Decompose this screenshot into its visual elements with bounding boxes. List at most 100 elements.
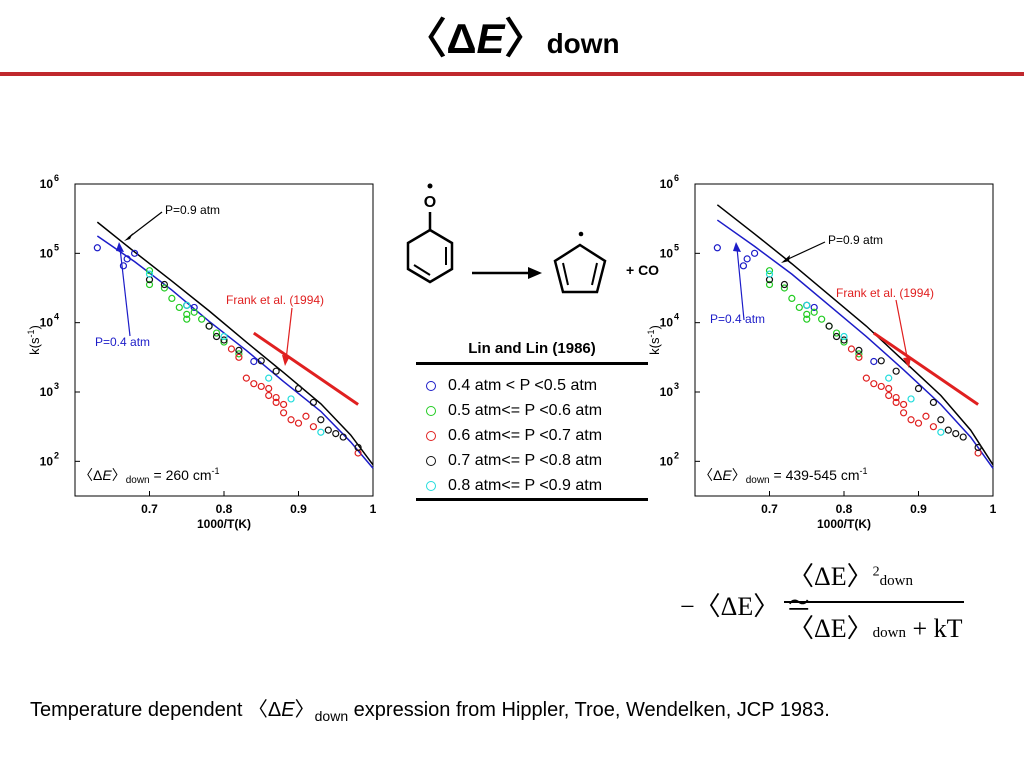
data-point xyxy=(743,255,751,263)
data-point xyxy=(900,409,908,417)
data-point xyxy=(818,315,826,323)
p09-curve xyxy=(716,204,994,466)
data-point xyxy=(855,350,863,358)
data-point xyxy=(324,426,332,434)
delta-e-value: 〈ΔE〉down = 439-545 cm-1 xyxy=(699,466,868,486)
y-tick-label: 10 xyxy=(660,246,674,260)
title-rule xyxy=(0,72,1024,76)
frank-annotation: Frank et al. (1994) xyxy=(226,293,324,307)
data-point xyxy=(840,332,848,341)
y-tick-label: 10 xyxy=(40,454,54,468)
data-point xyxy=(959,433,967,441)
data-point xyxy=(235,350,243,358)
data-point xyxy=(750,249,759,257)
delta-e-value: 〈ΔE〉down = 260 cm-1 xyxy=(79,466,220,486)
legend-item: 0.6 atm<= P <0.7 atm xyxy=(416,423,648,448)
data-point xyxy=(937,416,945,424)
data-point xyxy=(280,409,288,417)
data-point xyxy=(145,270,154,278)
slide-caption: Temperature dependent 〈ΔE〉down expressio… xyxy=(30,699,830,724)
x-tick-label: 0.7 xyxy=(761,502,778,516)
y-tick-exponent: 3 xyxy=(674,381,679,391)
y-tick-label: 10 xyxy=(660,454,674,468)
title-prefix: 〈Δ xyxy=(404,15,477,62)
data-point xyxy=(892,367,900,375)
frank-arrowhead xyxy=(282,355,290,366)
data-point xyxy=(242,374,250,382)
data-point xyxy=(257,357,265,365)
data-point xyxy=(160,280,168,289)
legend-marker-circle xyxy=(426,430,436,441)
data-point xyxy=(183,315,191,323)
p09-annotation: P=0.9 atm xyxy=(165,203,220,217)
co-product-label: + CO xyxy=(626,262,659,278)
y-tick-label: 10 xyxy=(40,246,54,260)
x-axis-label: 1000/T(K) xyxy=(817,517,871,531)
data-point xyxy=(855,346,863,354)
data-point xyxy=(317,416,325,424)
data-point xyxy=(877,357,885,365)
frank-arrowhead xyxy=(903,357,911,368)
data-point xyxy=(287,395,295,403)
p04-arrowhead xyxy=(733,242,741,252)
data-point xyxy=(339,433,347,441)
legend: Lin and Lin (1986) 0.4 atm < P <0.5 atm … xyxy=(412,336,652,501)
p04-arrow xyxy=(119,247,131,337)
title-suffix: 〉 xyxy=(504,15,547,62)
data-point xyxy=(922,412,930,420)
data-point xyxy=(250,380,258,388)
y-tick-exponent: 2 xyxy=(54,450,59,460)
data-point xyxy=(847,345,856,353)
frank-line xyxy=(872,331,979,406)
phenoxy-radical-structure: O xyxy=(406,183,454,284)
x-tick-label: 0.8 xyxy=(836,502,853,516)
data-point xyxy=(294,384,303,393)
cyclopentadienyl-radical-structure xyxy=(553,231,607,294)
data-point xyxy=(765,267,774,275)
legend-table: 0.4 atm < P <0.5 atm 0.5 atm<= P <0.6 at… xyxy=(416,373,648,501)
data-point xyxy=(832,329,841,337)
data-point xyxy=(944,426,952,434)
fraction-bar xyxy=(784,601,964,603)
data-point xyxy=(795,303,803,312)
p09-arrow xyxy=(127,211,163,239)
data-point xyxy=(803,315,811,323)
data-point xyxy=(220,336,228,344)
p09-annotation: P=0.9 atm xyxy=(828,233,883,247)
data-point xyxy=(265,374,273,382)
data-point xyxy=(257,382,265,391)
data-point xyxy=(272,393,280,402)
data-point xyxy=(914,384,923,393)
p04-arrowhead xyxy=(116,242,124,252)
data-point xyxy=(220,332,228,341)
y-tick-exponent: 2 xyxy=(674,450,679,460)
oxygen-label: O xyxy=(424,194,436,211)
y-tick-label: 10 xyxy=(660,316,674,330)
y-axis-label: k(s-1) xyxy=(26,325,42,355)
data-point xyxy=(160,284,168,292)
data-point xyxy=(332,430,340,438)
slide-title: 〈ΔE〉down xyxy=(0,14,1024,69)
data-point xyxy=(840,336,848,344)
data-point xyxy=(123,255,131,263)
legend-marker-circle xyxy=(426,380,436,391)
data-point xyxy=(937,428,945,436)
reaction-arrow xyxy=(472,267,542,279)
legend-item: 0.5 atm<= P <0.6 atm xyxy=(416,398,648,423)
y-tick-label: 10 xyxy=(40,316,54,330)
data-point xyxy=(302,412,310,420)
data-point xyxy=(739,262,748,270)
p04-arrow xyxy=(736,247,745,321)
data-point xyxy=(885,374,893,382)
y-axis-label: k(s-1) xyxy=(646,325,662,355)
data-point xyxy=(974,443,982,452)
data-point xyxy=(309,398,317,406)
data-point xyxy=(145,280,154,289)
legend-label: 0.6 atm<= P <0.7 atm xyxy=(448,426,603,444)
data-point xyxy=(93,244,101,252)
y-tick-exponent: 4 xyxy=(54,312,59,322)
p09-arrowhead xyxy=(781,255,790,263)
data-point xyxy=(803,310,811,318)
data-point xyxy=(765,270,774,278)
